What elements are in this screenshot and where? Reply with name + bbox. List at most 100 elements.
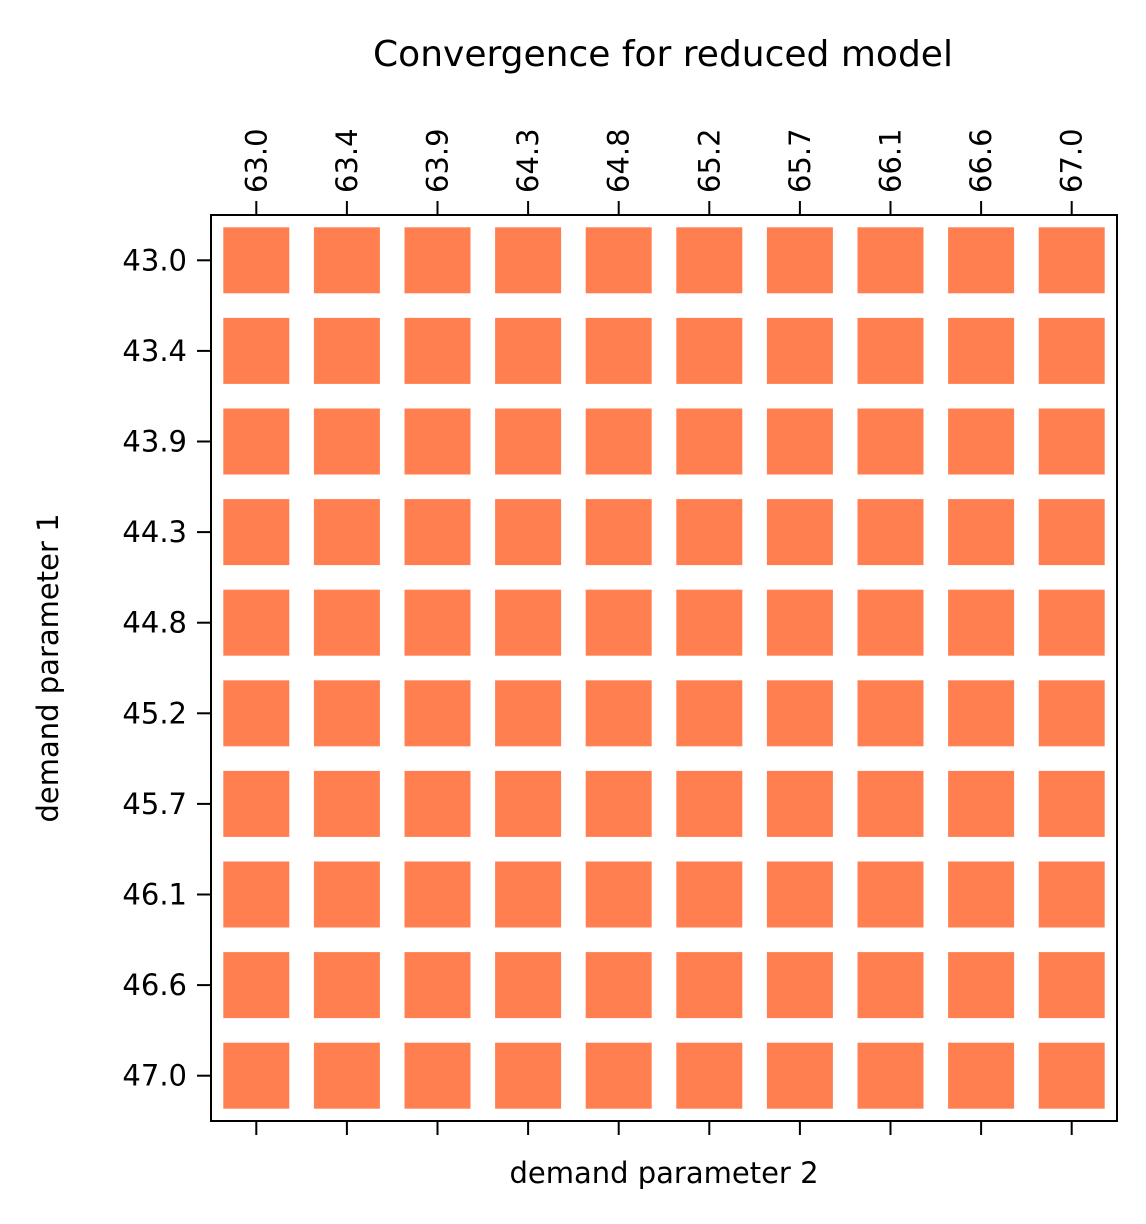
heatmap-cell (585, 680, 652, 747)
y-tick-label: 44.3 (122, 515, 187, 549)
heatmap-cell (676, 952, 743, 1019)
heatmap-cell (404, 680, 471, 747)
heatmap-cell (223, 499, 290, 566)
heatmap-cell (585, 770, 652, 837)
heatmap-cell (1038, 408, 1105, 475)
heatmap-cell (766, 589, 833, 656)
heatmap-cell (766, 952, 833, 1019)
heatmap-cell (495, 1042, 562, 1109)
heatmap-cell (404, 770, 471, 837)
x-tick-label: 63.4 (330, 128, 364, 193)
heatmap-cell (495, 861, 562, 928)
heatmap-cell (223, 317, 290, 384)
heatmap-cell (313, 589, 380, 656)
heatmap-cell (313, 861, 380, 928)
heatmap-cell (948, 680, 1015, 747)
heatmap-cell (857, 499, 924, 566)
heatmap-cell (948, 317, 1015, 384)
heatmap-cell (313, 1042, 380, 1109)
heatmap-cell (585, 408, 652, 475)
heatmap-cell (404, 408, 471, 475)
heatmap-cell (223, 227, 290, 294)
heatmap-cell (1038, 680, 1105, 747)
y-tick-label: 47.0 (122, 1059, 187, 1093)
heatmap-cell (1038, 499, 1105, 566)
heatmap-cell (676, 680, 743, 747)
y-tick-label: 44.8 (122, 606, 187, 640)
heatmap-cell (857, 770, 924, 837)
heatmap-cell (1038, 952, 1105, 1019)
heatmap-cell (585, 317, 652, 384)
heatmap-cell (948, 770, 1015, 837)
y-tick-label: 43.4 (122, 334, 187, 368)
heatmap-cell (585, 589, 652, 656)
heatmap-cell (676, 408, 743, 475)
y-tick-label: 46.1 (122, 878, 187, 912)
y-tick-label: 43.0 (122, 243, 187, 277)
heatmap-cell (1038, 317, 1105, 384)
heatmap-cell (857, 861, 924, 928)
x-tick-label: 64.8 (602, 128, 636, 193)
heatmap-cell (948, 499, 1015, 566)
heatmap-cell (676, 770, 743, 837)
heatmap-cell (404, 952, 471, 1019)
x-tick-label: 67.0 (1055, 128, 1089, 193)
heatmap-cell (495, 408, 562, 475)
plot-frame (210, 214, 1118, 1122)
x-axis-ticks: 63.0 63.4 63.9 64.3 64.8 65.2 65.7 66.1 66.6 67.0 (239, 128, 1089, 1135)
heatmap-cell (223, 408, 290, 475)
heatmap-cell (223, 770, 290, 837)
x-tick-label: 65.7 (783, 128, 817, 193)
x-tick-label: 65.2 (692, 128, 726, 193)
heatmap-cell (404, 227, 471, 294)
heatmap-cell (948, 861, 1015, 928)
heatmap-cell (948, 408, 1015, 475)
heatmap-cell (585, 861, 652, 928)
heatmap-cell (313, 317, 380, 384)
heatmap-cell (766, 227, 833, 294)
heatmap-cell (313, 227, 380, 294)
heatmap-cell (585, 952, 652, 1019)
heatmap-cell (313, 499, 380, 566)
x-tick-label: 64.3 (511, 128, 545, 193)
x-tick-label: 63.9 (421, 128, 455, 193)
heatmap-cell (404, 589, 471, 656)
y-tick-label: 46.6 (122, 968, 187, 1002)
heatmap-cell (404, 317, 471, 384)
heatmap-cell (766, 499, 833, 566)
heatmap-cell (313, 952, 380, 1019)
heatmap-cell (223, 861, 290, 928)
heatmap-cell (585, 227, 652, 294)
heatmap-cell (676, 317, 743, 384)
y-tick-label: 43.9 (122, 425, 187, 459)
x-tick-label: 66.1 (874, 128, 908, 193)
y-tick-label: 45.7 (122, 787, 187, 821)
x-tick-label: 63.0 (239, 128, 273, 193)
y-tick-label: 45.2 (122, 696, 187, 730)
x-axis-label: demand parameter 2 (509, 1156, 818, 1190)
heatmap-cell (766, 408, 833, 475)
heatmap-cell (1038, 770, 1105, 837)
heatmap-cell (1038, 227, 1105, 294)
heatmap-cell (313, 770, 380, 837)
heatmap-cell (495, 317, 562, 384)
heatmap-cell (585, 1042, 652, 1109)
heatmap-cell (766, 317, 833, 384)
heatmap-cell (223, 1042, 290, 1109)
heatmap-cell (948, 952, 1015, 1019)
heatmap-cell (857, 589, 924, 656)
heatmap-cell (495, 952, 562, 1019)
heatmap-cell (676, 1042, 743, 1109)
heatmap-cell (495, 589, 562, 656)
heatmap-cell (766, 680, 833, 747)
heatmap-cell (948, 589, 1015, 656)
heatmap-cell (766, 1042, 833, 1109)
heatmap-cell (223, 589, 290, 656)
heatmap-cells (223, 227, 1105, 1109)
heatmap-cell (857, 317, 924, 384)
heatmap-cell (857, 1042, 924, 1109)
heatmap-cell (404, 1042, 471, 1109)
heatmap-cell (766, 770, 833, 837)
heatmap-cell (495, 770, 562, 837)
